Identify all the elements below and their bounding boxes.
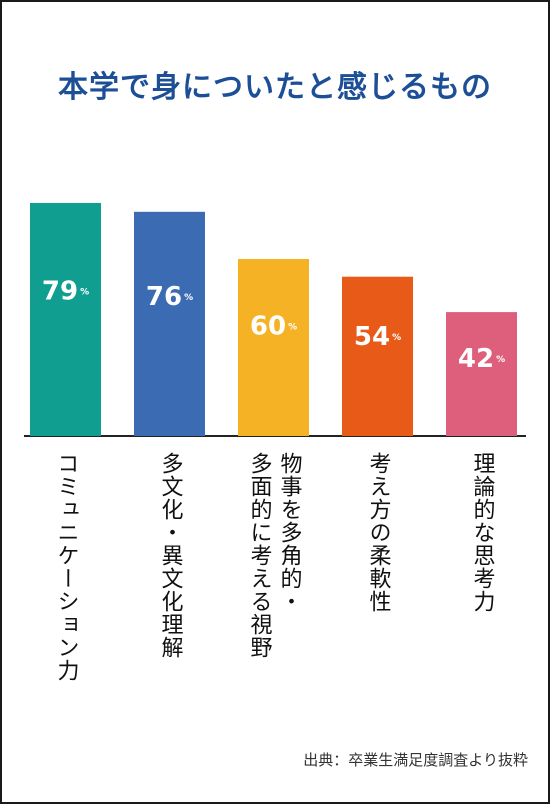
- category-label-2: 多文化・異文化理解: [155, 452, 185, 659]
- category-label-line: 理論的な思考力: [469, 452, 495, 613]
- value-label-2: 76%: [146, 281, 193, 311]
- category-label-line: 物事を多角的・: [276, 452, 302, 613]
- category-label-line: 多面的に考える視野: [246, 452, 272, 659]
- category-label-1: コミュニケーション力: [51, 452, 81, 682]
- bar-2: [134, 211, 205, 436]
- chart-title: 本学で身についたと感じるもの: [58, 70, 492, 105]
- category-label-line: 多文化・異文化理解: [157, 452, 183, 659]
- category-label-5: 理論的な思考力: [467, 452, 497, 613]
- value-label-3: 60%: [250, 311, 297, 341]
- value-label-4: 54%: [354, 322, 401, 352]
- value-label-5: 42%: [458, 344, 505, 374]
- category-label-line: 考え方の柔軟性: [365, 452, 391, 613]
- bar-4: [342, 276, 413, 436]
- bar-3: [238, 259, 309, 436]
- value-label-1: 79%: [42, 276, 89, 306]
- source-note: 出典：卒業生満足度調査より抜粋: [303, 751, 528, 769]
- category-label-3: 物事を多角的・ 多面的に考える視野: [244, 452, 304, 659]
- bar-5: [446, 312, 517, 436]
- category-label-4: 考え方の柔軟性: [363, 452, 393, 613]
- bar-1: [30, 202, 101, 436]
- category-label-line: コミュニケーション力: [53, 452, 79, 682]
